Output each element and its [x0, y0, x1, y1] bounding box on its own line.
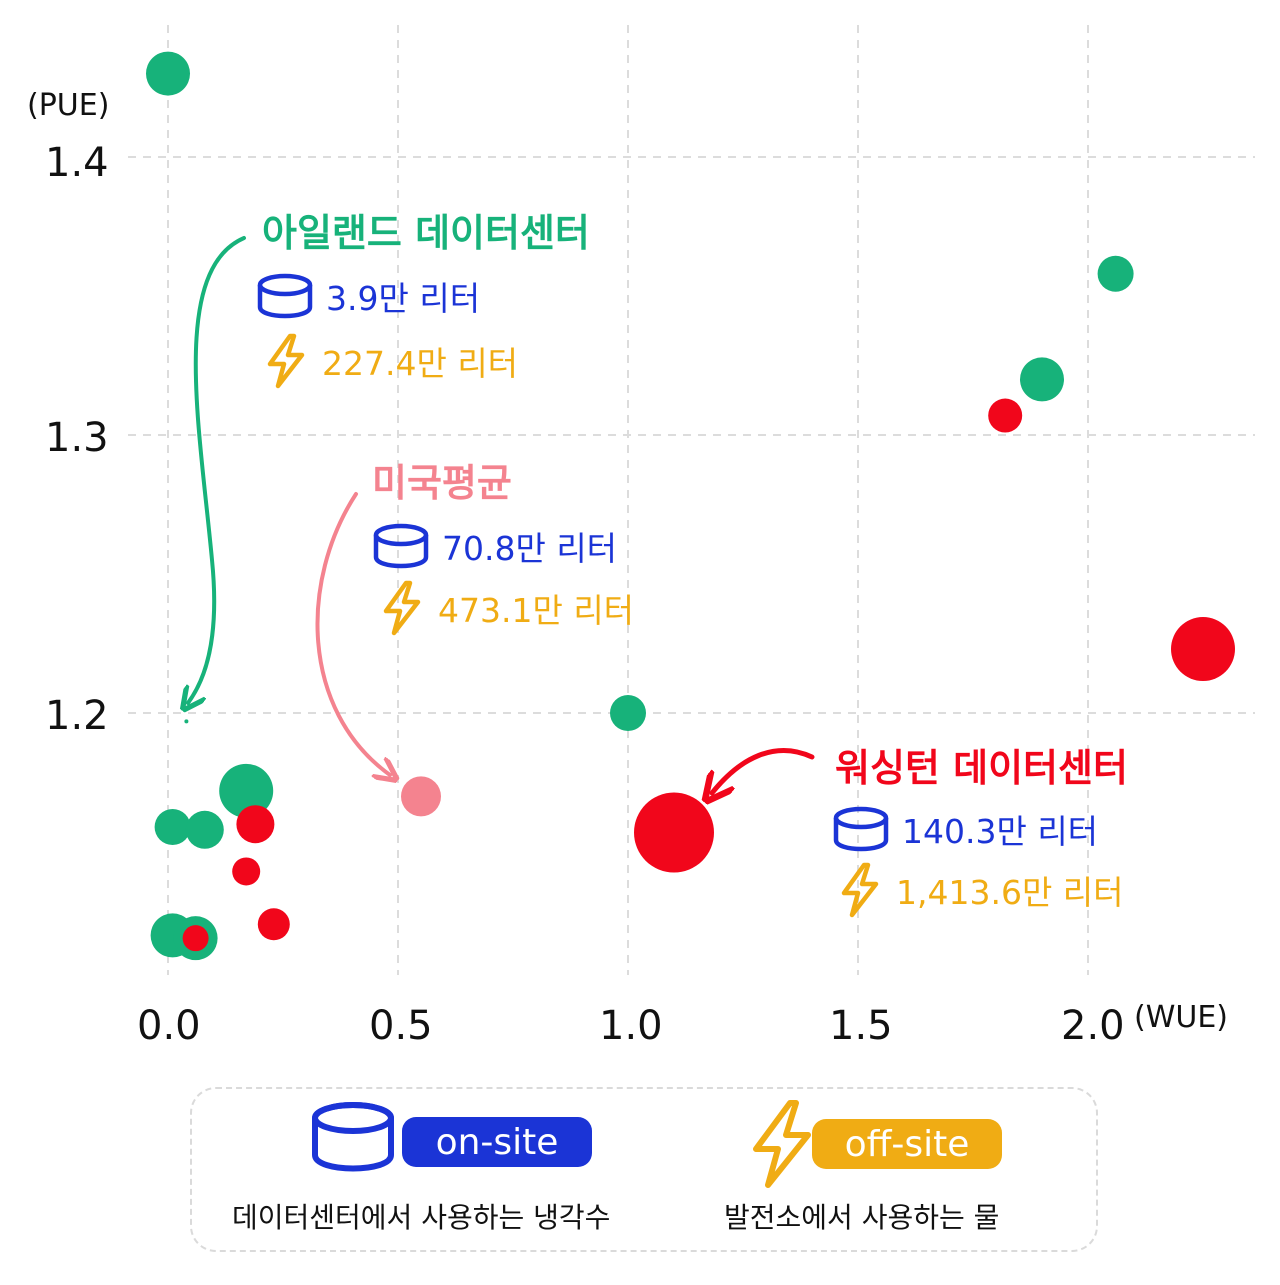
data-point-red: [232, 857, 261, 886]
legend-box: on-site 데이터센터에서 사용하는 냉각수 off-site 발전소에서 …: [190, 1087, 1098, 1252]
data-point-green: [1020, 357, 1064, 402]
cylinder-icon: [373, 523, 429, 569]
data-point-red: [236, 805, 275, 844]
washington-arrow: [712, 748, 815, 793]
us-average-offsite-value: 473.1만 리터: [438, 591, 635, 630]
data-point-red: [257, 908, 290, 941]
data-point-pink: [401, 776, 441, 817]
x-tick-label: 0.5: [369, 1003, 433, 1049]
ireland-onsite: 3.9만 리터: [256, 272, 480, 320]
ireland-title: 아일랜드 데이터센터: [262, 211, 590, 255]
ireland-offsite-value: 227.4만 리터: [322, 344, 519, 383]
onsite-label: on-site: [435, 1121, 559, 1163]
ireland-offsite: 227.4만 리터: [262, 333, 518, 389]
offsite-label: off-site: [844, 1123, 970, 1165]
washington-offsite-value: 1,413.6만 리터: [896, 873, 1124, 912]
onsite-description: 데이터센터에서 사용하는 냉각수: [232, 1201, 611, 1234]
offsite-pill: off-site: [812, 1119, 1002, 1169]
ireland-onsite-value: 3.9만 리터: [326, 279, 481, 318]
data-point-green: [184, 719, 189, 724]
data-point-red: [1171, 617, 1235, 682]
us-average-arrow: [315, 492, 390, 775]
data-point-green: [1097, 255, 1134, 292]
cylinder-icon: [833, 806, 889, 852]
data-point-red: [634, 792, 714, 873]
x-tick-label: 1.5: [829, 1003, 893, 1049]
data-point-green: [219, 763, 274, 818]
cylinder-icon: [312, 1102, 394, 1172]
lightning-icon: [753, 1100, 811, 1188]
onsite-pill: on-site: [402, 1117, 592, 1167]
data-point-green: [185, 810, 224, 849]
data-point-green: [154, 808, 191, 845]
lightning-icon: [267, 333, 305, 389]
us-average-onsite: 70.8만 리터: [372, 522, 617, 570]
offsite-description: 발전소에서 사용하는 물: [724, 1201, 1000, 1234]
y-tick-label: 1.2: [45, 693, 109, 739]
y-axis-label: (PUE): [27, 88, 110, 123]
grid-lines: [128, 25, 1255, 975]
us-average-title: 미국평균: [372, 461, 512, 505]
us-average-offsite: 473.1만 리터: [378, 580, 634, 636]
x-tick-label: 0.0: [137, 1003, 201, 1049]
lightning-icon: [841, 862, 879, 918]
x-axis-label: (WUE): [1134, 1000, 1228, 1035]
x-tick-label: 1.0: [599, 1003, 663, 1049]
washington-onsite: 140.3만 리터: [832, 805, 1098, 853]
x-tick-label: 2.0: [1061, 1003, 1125, 1049]
data-points: [146, 51, 1235, 961]
y-tick-label: 1.3: [45, 415, 109, 461]
ireland-arrow: [188, 236, 246, 703]
annotation-arrows: [188, 236, 815, 793]
data-point-green: [610, 695, 646, 731]
data-point-red: [988, 398, 1023, 433]
data-point-green: [146, 51, 190, 96]
data-point-red: [182, 925, 209, 952]
washington-offsite: 1,413.6만 리터: [836, 862, 1124, 918]
lightning-icon: [383, 580, 421, 636]
washington-title: 워싱턴 데이터센터: [835, 746, 1128, 790]
y-tick-label: 1.4: [45, 140, 109, 186]
washington-onsite-value: 140.3만 리터: [902, 812, 1099, 851]
cylinder-icon: [257, 273, 313, 319]
us-average-onsite-value: 70.8만 리터: [442, 529, 618, 568]
